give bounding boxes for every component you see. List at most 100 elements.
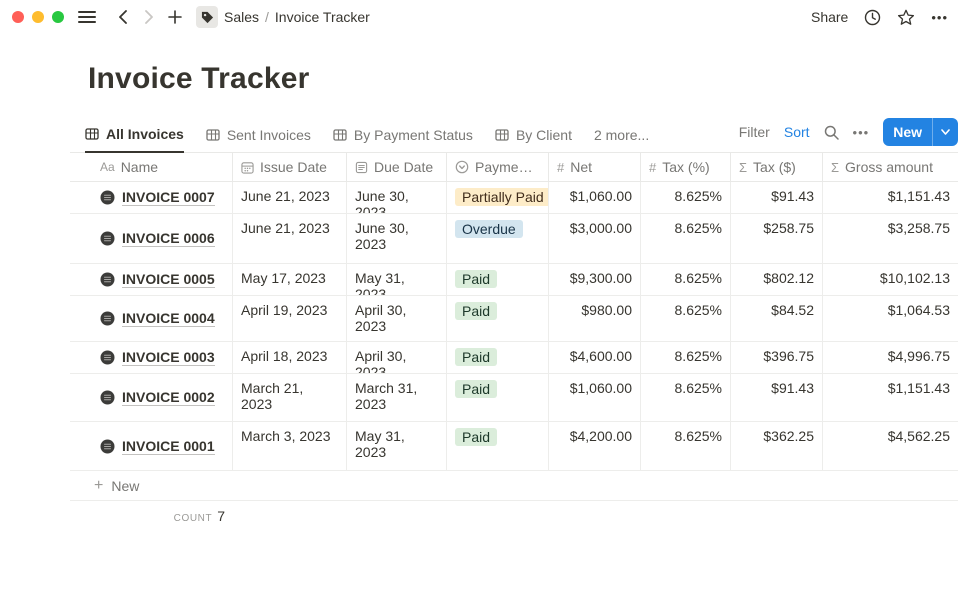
cell[interactable]: $1,064.53 <box>823 296 958 341</box>
cell[interactable]: $4,600.00 <box>549 342 641 373</box>
cell[interactable]: INVOICE 0007 <box>70 182 233 213</box>
cell[interactable]: $4,200.00 <box>549 422 641 470</box>
cell[interactable]: $91.43 <box>731 374 823 421</box>
cell[interactable]: $4,562.25 <box>823 422 958 470</box>
minimize-window-button[interactable] <box>32 11 44 23</box>
cell[interactable]: INVOICE 0005 <box>70 264 233 295</box>
tab-by-client[interactable]: By Client <box>495 120 572 152</box>
column-header-tax[interactable]: Σ Tax ($) <box>731 153 823 181</box>
cell[interactable]: $3,258.75 <box>823 214 958 263</box>
tab-all-invoices[interactable]: All Invoices <box>85 119 184 153</box>
share-button[interactable]: Share <box>810 9 849 25</box>
column-header-payment[interactable]: Payment ... <box>447 153 549 181</box>
invoice-name-link[interactable]: INVOICE 0007 <box>122 189 215 206</box>
breadcrumb-page[interactable]: Invoice Tracker <box>274 9 370 25</box>
invoice-name-link[interactable]: INVOICE 0003 <box>122 349 215 366</box>
cell[interactable]: 8.625% <box>641 422 731 470</box>
more-views-link[interactable]: 2 more... <box>593 127 650 143</box>
cell[interactable]: May 17, 2023 <box>233 264 347 295</box>
cell[interactable]: $1,060.00 <box>549 182 641 213</box>
column-header-tax[interactable]: # Tax (%) <box>641 153 731 181</box>
column-header-net[interactable]: # Net <box>549 153 641 181</box>
cell[interactable]: Paid <box>447 422 549 470</box>
view-options-icon[interactable]: ••• <box>852 124 870 140</box>
cell[interactable]: 8.625% <box>641 296 731 341</box>
cell[interactable]: $4,996.75 <box>823 342 958 373</box>
cell[interactable]: Overdue <box>447 214 549 263</box>
column-header-issue-date[interactable]: Issue Date <box>233 153 347 181</box>
count-calculation[interactable]: count 7 <box>70 501 233 524</box>
cell[interactable]: $1,060.00 <box>549 374 641 421</box>
column-header-due-date[interactable]: Due Date <box>347 153 447 181</box>
cell[interactable]: $91.43 <box>731 182 823 213</box>
cell[interactable]: $10,102.13 <box>823 264 958 295</box>
invoice-name-link[interactable]: INVOICE 0001 <box>122 437 215 455</box>
cell[interactable]: $396.75 <box>731 342 823 373</box>
more-options-icon[interactable]: ••• <box>931 9 948 25</box>
tab-label: By Payment Status <box>353 126 473 143</box>
cell[interactable]: June 21, 2023 <box>233 214 347 263</box>
cell[interactable]: March 3, 2023 <box>233 422 347 470</box>
cell[interactable]: Paid <box>447 296 549 341</box>
forward-icon[interactable] <box>138 6 160 28</box>
cell[interactable]: March 31, 2023 <box>347 374 447 421</box>
cell[interactable]: $362.25 <box>731 422 823 470</box>
page-tag-icon[interactable] <box>196 6 218 28</box>
tab-sent-invoices[interactable]: Sent Invoices <box>206 120 311 152</box>
cell[interactable]: $1,151.43 <box>823 182 958 213</box>
cell[interactable]: 8.625% <box>641 374 731 421</box>
cell[interactable]: $1,151.43 <box>823 374 958 421</box>
cell[interactable]: INVOICE 0006 <box>70 214 233 263</box>
filter-button[interactable]: Filter <box>738 124 770 140</box>
tab-by-payment-status[interactable]: By Payment Status <box>333 120 473 152</box>
cell[interactable]: 8.625% <box>641 342 731 373</box>
invoice-name-link[interactable]: INVOICE 0005 <box>122 271 215 288</box>
new-dropdown-chevron-icon[interactable] <box>933 118 958 146</box>
invoice-name-link[interactable]: INVOICE 0006 <box>122 230 215 247</box>
close-window-button[interactable] <box>12 11 24 23</box>
cell[interactable]: June 30, 2023 <box>347 182 447 213</box>
cell[interactable]: Partially Paid <box>447 182 549 213</box>
cell[interactable]: April 19, 2023 <box>233 296 347 341</box>
cell[interactable]: Paid <box>447 374 549 421</box>
cell[interactable]: INVOICE 0004 <box>70 296 233 341</box>
cell[interactable]: $802.12 <box>731 264 823 295</box>
cell[interactable]: June 21, 2023 <box>233 182 347 213</box>
back-icon[interactable] <box>112 6 134 28</box>
invoice-name-link[interactable]: INVOICE 0004 <box>122 310 215 327</box>
favorite-star-icon[interactable] <box>897 9 915 26</box>
cell[interactable]: April 30, 2023 <box>347 296 447 341</box>
cell[interactable]: May 31, 2023 <box>347 422 447 470</box>
cell[interactable]: $9,300.00 <box>549 264 641 295</box>
cell[interactable]: Paid <box>447 264 549 295</box>
cell[interactable]: $258.75 <box>731 214 823 263</box>
cell[interactable]: 8.625% <box>641 182 731 213</box>
cell[interactable]: Paid <box>447 342 549 373</box>
search-icon[interactable] <box>824 125 839 140</box>
history-clock-icon[interactable] <box>864 9 881 26</box>
cell[interactable]: INVOICE 0001 <box>70 422 233 470</box>
new-button-label[interactable]: New <box>893 124 922 140</box>
cell[interactable]: May 31, 2023 <box>347 264 447 295</box>
sort-button[interactable]: Sort <box>783 124 810 140</box>
cell[interactable]: INVOICE 0002 <box>70 374 233 421</box>
cell[interactable]: March 21, 2023 <box>233 374 347 421</box>
breadcrumb-section[interactable]: Sales <box>224 9 260 25</box>
cell[interactable]: $980.00 <box>549 296 641 341</box>
invoice-name-link[interactable]: INVOICE 0002 <box>122 389 215 406</box>
add-row-button[interactable]: + New <box>70 471 958 501</box>
new-page-icon[interactable] <box>164 6 186 28</box>
cell[interactable]: $3,000.00 <box>549 214 641 263</box>
sidebar-toggle-icon[interactable] <box>78 11 96 23</box>
cell[interactable]: $84.52 <box>731 296 823 341</box>
cell[interactable]: 8.625% <box>641 214 731 263</box>
column-header-gross-amount[interactable]: Σ Gross amount <box>823 153 958 181</box>
cell[interactable]: INVOICE 0003 <box>70 342 233 373</box>
cell[interactable]: April 18, 2023 <box>233 342 347 373</box>
column-header-name[interactable]: Aa Name <box>70 153 233 181</box>
zoom-window-button[interactable] <box>52 11 64 23</box>
cell[interactable]: June 30, 2023 <box>347 214 447 263</box>
new-button[interactable]: New <box>883 118 958 146</box>
cell[interactable]: 8.625% <box>641 264 731 295</box>
cell[interactable]: April 30, 2023 <box>347 342 447 373</box>
